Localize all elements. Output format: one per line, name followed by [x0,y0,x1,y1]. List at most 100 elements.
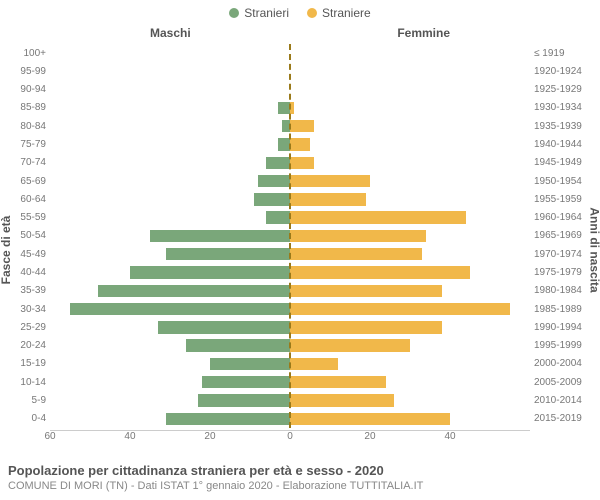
male-half [50,190,290,208]
male-bar [150,230,290,242]
age-label: 10-14 [0,377,50,388]
female-half [290,81,530,99]
female-bar [290,358,338,370]
birth-year-label: 1970-1974 [530,249,600,260]
female-half [290,263,530,281]
female-half [290,318,530,336]
male-half [50,391,290,409]
female-half [290,245,530,263]
birth-year-label: 1955-1959 [530,194,600,205]
age-label: 100+ [0,48,50,59]
male-half [50,337,290,355]
female-half [290,190,530,208]
female-half [290,44,530,62]
age-label: 45-49 [0,249,50,260]
birth-year-label: 1990-1994 [530,322,600,333]
female-half [290,355,530,373]
female-bar [290,394,394,406]
age-label: 60-64 [0,194,50,205]
x-tick: 0 [287,431,293,442]
chart-subtitle: COMUNE DI MORI (TN) - Dati ISTAT 1° genn… [8,480,592,492]
male-bar [198,394,290,406]
header-male: Maschi [150,26,191,40]
male-bar [166,248,290,260]
male-half [50,81,290,99]
male-half [50,99,290,117]
female-half [290,209,530,227]
male-bar [202,376,290,388]
age-label: 85-89 [0,102,50,113]
female-bar [290,120,314,132]
footer: Popolazione per cittadinanza straniera p… [8,463,592,492]
male-bar [158,321,290,333]
age-label: 95-99 [0,66,50,77]
header-female: Femmine [397,26,450,40]
birth-year-label: 1985-1989 [530,304,600,315]
male-half [50,300,290,318]
birth-year-label: 1940-1944 [530,139,600,150]
birth-year-label: 1965-1969 [530,230,600,241]
center-line [289,44,291,428]
female-bar [290,413,450,425]
female-half [290,337,530,355]
male-half [50,410,290,428]
male-half [50,117,290,135]
birth-year-label: 2000-2004 [530,358,600,369]
age-label: 65-69 [0,176,50,187]
female-half [290,117,530,135]
female-half [290,410,530,428]
birth-year-label: 1980-1984 [530,285,600,296]
female-bar [290,376,386,388]
age-label: 55-59 [0,212,50,223]
age-label: 5-9 [0,395,50,406]
legend-label-male: Stranieri [244,6,289,20]
male-bar [98,285,290,297]
female-bar [290,138,310,150]
male-half [50,355,290,373]
legend-swatch-male [229,8,239,18]
female-half [290,227,530,245]
birth-year-label: 1935-1939 [530,121,600,132]
male-bar [254,193,290,205]
x-tick: 60 [44,431,55,442]
female-half [290,373,530,391]
female-bar [290,157,314,169]
birth-year-label: 1930-1934 [530,102,600,113]
female-bar [290,175,370,187]
female-bar [290,266,470,278]
age-label: 90-94 [0,84,50,95]
age-label: 15-19 [0,358,50,369]
age-label: 70-74 [0,157,50,168]
female-bar [290,321,442,333]
female-bar [290,193,366,205]
legend-label-female: Straniere [322,6,371,20]
male-bar [266,157,290,169]
male-bar [186,339,290,351]
male-half [50,245,290,263]
male-half [50,62,290,80]
male-bar [70,303,290,315]
male-bar [130,266,290,278]
birth-year-label: 1920-1924 [530,66,600,77]
x-tick: 40 [444,431,455,442]
birth-year-label: 1950-1954 [530,176,600,187]
birth-year-label: 2005-2009 [530,377,600,388]
birth-year-label: 1960-1964 [530,212,600,223]
pyramid-chart: 100+≤ 191995-991920-192490-941925-192985… [50,44,530,428]
female-half [290,99,530,117]
birth-year-label: 1995-1999 [530,340,600,351]
birth-year-label: 1945-1949 [530,157,600,168]
male-bar [258,175,290,187]
female-half [290,135,530,153]
male-bar [210,358,290,370]
age-label: 75-79 [0,139,50,150]
female-bar [290,248,422,260]
male-half [50,373,290,391]
male-bar [166,413,290,425]
x-tick: 20 [364,431,375,442]
female-bar [290,211,466,223]
x-axis: 60402002040 [50,430,530,444]
birth-year-label: 1975-1979 [530,267,600,278]
age-label: 40-44 [0,267,50,278]
female-half [290,62,530,80]
